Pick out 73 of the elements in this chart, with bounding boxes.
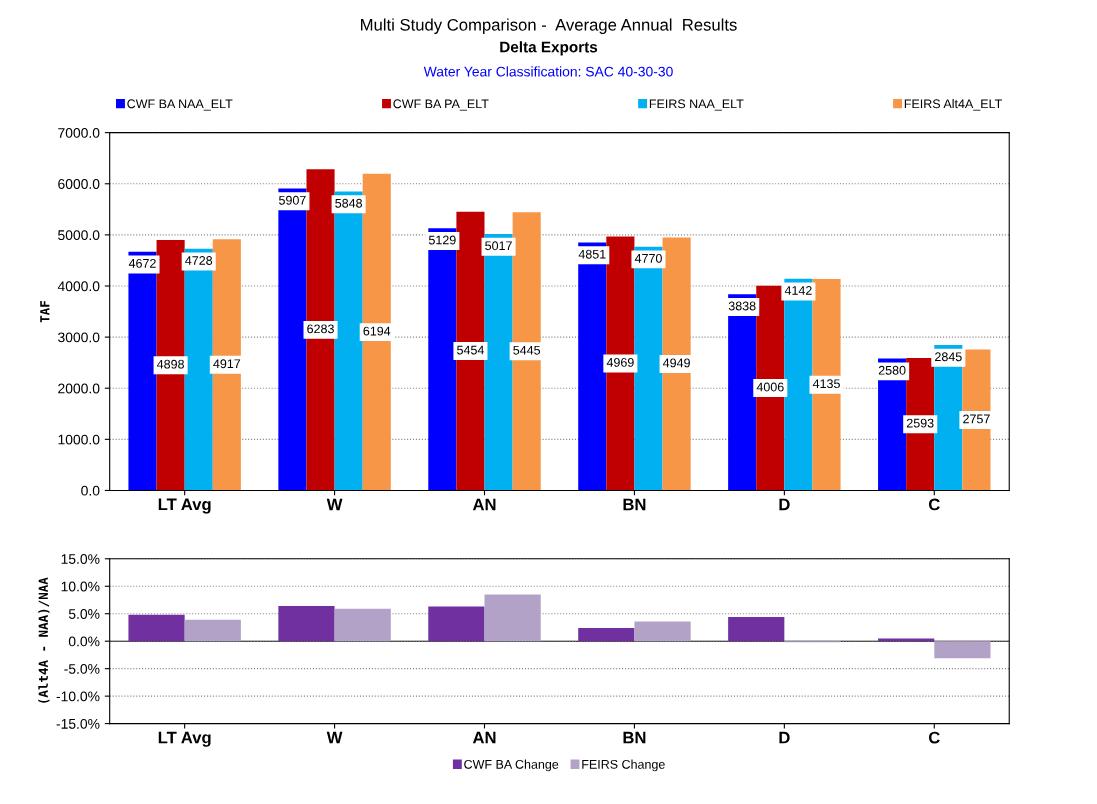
x-tick-label: LT Avg — [158, 498, 211, 514]
bar — [184, 619, 241, 642]
y-tick-label: 3000.0 — [58, 332, 100, 343]
y-tick-label: 4000.0 — [57, 281, 100, 292]
text: Water Year Classification: SAC 40-30-30 — [423, 66, 673, 77]
bar — [634, 621, 691, 642]
legend-label: FEIRS Change — [582, 759, 665, 772]
data-label: 5454 — [457, 345, 484, 355]
data-label: 5445 — [513, 345, 541, 355]
legend-label: CWF BA Change — [464, 759, 559, 772]
data-label: 3838 — [728, 301, 756, 311]
y-tick-label: -15.0% — [56, 718, 100, 729]
data-label: 6194 — [363, 326, 391, 336]
x-tick-label: W — [326, 731, 343, 744]
data-label: 5848 — [335, 198, 362, 208]
data-label: 4135 — [812, 379, 840, 389]
data-label: 2593 — [906, 418, 934, 428]
data-label: 4770 — [634, 253, 662, 263]
data-label: 2580 — [878, 365, 906, 375]
data-label: 5017 — [485, 241, 512, 251]
data-label: 4917 — [213, 359, 241, 369]
x-tick-label: BN — [623, 498, 646, 511]
bar — [278, 606, 335, 642]
bar — [334, 608, 391, 642]
data-label: 4898 — [156, 359, 184, 369]
y-tick-label: 1000.0 — [58, 434, 100, 445]
data-label: 5907 — [279, 195, 306, 205]
x-tick-label: AN — [472, 498, 496, 511]
y-tick-label: 15.0% — [61, 554, 100, 564]
bar — [578, 628, 635, 642]
data-label: 4728 — [185, 256, 213, 265]
y-tick-label: -10.0% — [56, 691, 100, 702]
y-tick-label: 10.0% — [61, 581, 100, 592]
x-tick-label: C — [928, 498, 940, 511]
x-tick-label: W — [326, 498, 343, 511]
x-tick-label: C — [928, 731, 940, 744]
data-label: 5129 — [428, 235, 456, 245]
y-tick-label: -5.0% — [64, 663, 100, 674]
bar — [484, 594, 541, 642]
data-label: 2757 — [963, 414, 990, 424]
y-axis-title: (Alt4A - NAA)/NAA — [38, 577, 50, 703]
y-axis-title: TAF — [40, 301, 50, 323]
bar — [934, 641, 991, 659]
data-label: 4949 — [662, 358, 690, 368]
y-tick-label: 2000.0 — [58, 383, 100, 394]
bar — [878, 638, 935, 642]
legend-label: CWF BA PA_ELT — [393, 99, 489, 111]
data-label: 4672 — [128, 258, 156, 268]
x-tick-label: D — [779, 498, 790, 511]
bar — [128, 614, 185, 642]
x-tick-label: D — [779, 731, 790, 744]
data-label: 4006 — [756, 382, 784, 392]
x-tick-label: AN — [472, 731, 496, 744]
data-label: 6283 — [307, 324, 334, 334]
y-tick-label: 5000.0 — [58, 230, 100, 241]
data-label: 2845 — [935, 352, 962, 362]
chart-subtitle: Delta Exports — [500, 41, 598, 56]
y-tick-label: 7000.0 — [58, 127, 100, 138]
bar — [428, 606, 485, 642]
data-label: 4851 — [578, 249, 606, 259]
x-tick-label: LT Avg — [158, 731, 211, 747]
legend-label: FEIRS Alt4A_ELT — [904, 99, 1002, 111]
chart-title: Multi Study Comparison - Average Annual Results — [361, 18, 737, 35]
legend-label: FEIRS NAA_ELT — [649, 99, 744, 111]
data-label: 4142 — [784, 286, 812, 295]
y-tick-label: 0.0% — [68, 636, 100, 647]
y-tick-label: 0.0 — [81, 485, 100, 496]
legend-label: CWF BA NAA_ELT — [127, 99, 233, 111]
y-tick-label: 6000.0 — [58, 179, 100, 189]
x-tick-label: BN — [623, 731, 646, 744]
bar — [728, 617, 785, 642]
y-tick-label: 5.0% — [68, 609, 100, 619]
data-label: 4969 — [606, 357, 634, 367]
